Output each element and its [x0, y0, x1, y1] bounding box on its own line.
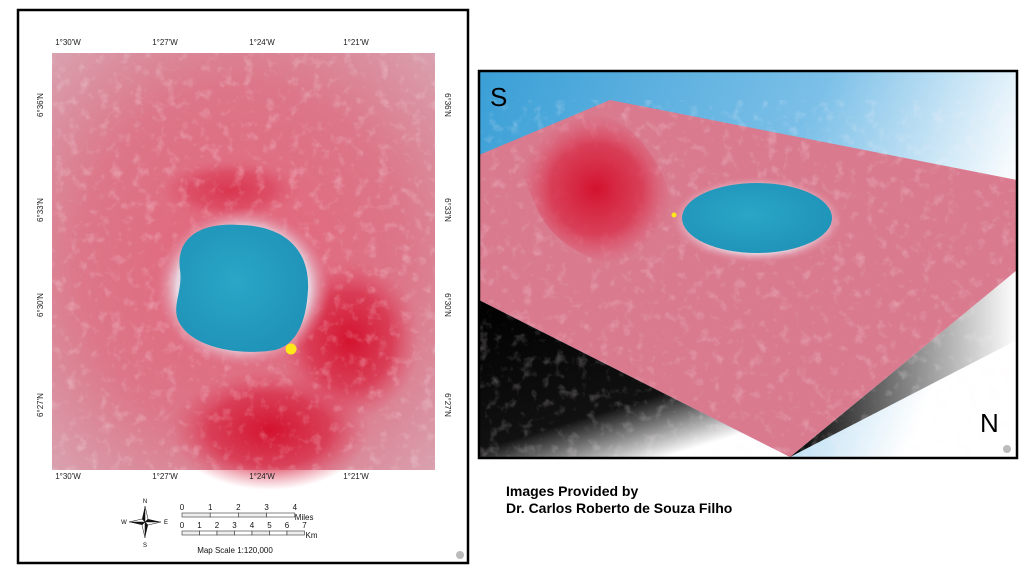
km-bar-segment — [251, 530, 270, 536]
lon-label: 1°24'W — [249, 472, 275, 481]
km-tick: 6 — [285, 521, 290, 530]
view-3d — [479, 71, 1017, 458]
map-scale-text: Map Scale 1:120,000 — [197, 546, 273, 555]
south-label: S — [490, 82, 507, 112]
km-bar-segment — [216, 530, 235, 536]
miles-label: Miles — [295, 513, 314, 522]
view-3d-frame — [477, 69, 1019, 460]
corner-icon — [456, 551, 464, 559]
corner-icon — [1003, 445, 1011, 453]
lat-label: 6°27'N — [443, 393, 452, 417]
lat-label: 6°27'N — [36, 393, 45, 417]
compass-s: S — [143, 543, 147, 549]
lon-label: 1°30'W — [55, 38, 81, 47]
km-tick: 0 — [180, 521, 185, 530]
km-bar-segment — [234, 530, 253, 536]
compass-e: E — [164, 520, 168, 526]
lon-label: 1°30'W — [55, 472, 81, 481]
km-bar-segment — [181, 530, 200, 536]
km-tick: 2 — [215, 521, 220, 530]
lat-label: 6°33'N — [36, 198, 45, 222]
north-label: N — [980, 408, 999, 438]
compass-w: W — [121, 520, 127, 526]
miles-tick: 0 — [180, 503, 185, 512]
miles-bar-segment — [181, 512, 211, 518]
miles-bar-segment — [209, 512, 239, 518]
miles-tick: 4 — [293, 503, 298, 512]
miles-tick: 2 — [236, 503, 241, 512]
compass-rose: N S E W — [121, 499, 168, 549]
km-tick: 5 — [267, 521, 272, 530]
lat-label: 6°30'N — [443, 293, 452, 317]
lat-label: 6°33'N — [443, 198, 452, 222]
lat-label: 6°30'N — [36, 293, 45, 317]
miles-bar-segment — [238, 512, 267, 518]
credit-line: Images Provided by — [506, 483, 638, 499]
satellite-map — [52, 53, 435, 490]
miles-bar-segment — [266, 512, 296, 518]
lon-label: 1°21'W — [343, 38, 369, 47]
km-tick: 4 — [250, 521, 255, 530]
lat-label: 6°36'N — [443, 93, 452, 117]
lon-label: 1°27'W — [152, 38, 178, 47]
km-bar-segment — [199, 530, 218, 536]
lat-label: 6°36'N — [36, 93, 45, 117]
km-tick: 7 — [302, 521, 307, 530]
km-bar-segment — [286, 530, 305, 536]
lon-label: 1°27'W — [152, 472, 178, 481]
miles-tick: 3 — [264, 503, 269, 512]
credit-line: Dr. Carlos Roberto de Souza Filho — [506, 500, 732, 516]
lon-label: 1°24'W — [249, 38, 275, 47]
km-tick: 1 — [197, 521, 202, 530]
lon-label: 1°21'W — [343, 472, 369, 481]
compass-n: N — [143, 499, 147, 505]
coordinate-labels: 1°30'W 1°30'W 1°27'W 1°27'W 1°24'W 1°24'W 1°21… — [36, 38, 452, 481]
km-tick: 3 — [232, 521, 237, 530]
km-bar-segment — [269, 530, 288, 536]
km-label: Km — [306, 531, 318, 540]
miles-tick: 1 — [208, 503, 213, 512]
